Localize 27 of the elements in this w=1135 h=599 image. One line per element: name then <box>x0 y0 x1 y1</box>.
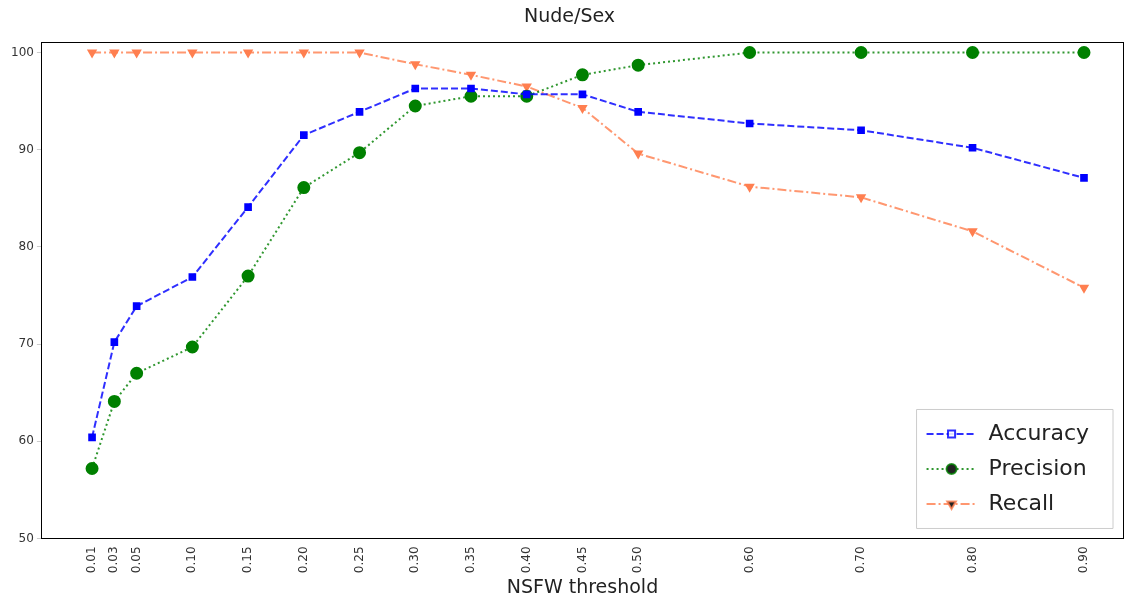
y-tick-label: 70 <box>18 336 34 351</box>
x-tick-label: 0.45 <box>574 546 589 574</box>
x-tick-label: 0.25 <box>351 546 366 574</box>
x-tick-label: 0.60 <box>741 546 756 574</box>
x-tick-label: 0.35 <box>463 546 478 574</box>
x-tick-label: 0.10 <box>184 546 199 574</box>
y-tick-label: 50 <box>18 530 34 545</box>
x-tick-label: 0.30 <box>407 546 422 574</box>
x-tick-label: 0.80 <box>964 546 979 574</box>
y-tick-label: 60 <box>18 433 34 448</box>
x-tick-label: 0.20 <box>295 546 310 574</box>
x-tick-label: 0.01 <box>84 546 99 574</box>
x-tick-label: 0.50 <box>630 546 645 574</box>
chart-title: Nude/Sex <box>523 4 616 27</box>
x-tick-label: 0.70 <box>853 546 868 574</box>
x-tick-label: 0.40 <box>518 546 533 574</box>
x-tick-label: 0.03 <box>106 546 121 574</box>
legend-label: Accuracy <box>988 419 1090 445</box>
y-tick-label: 100 <box>11 44 34 59</box>
x-tick-label: 0.05 <box>128 546 143 574</box>
x-tick-label: 0.90 <box>1076 546 1091 574</box>
y-tick-label: 90 <box>18 141 34 156</box>
legend-label: Recall <box>988 489 1055 515</box>
x-tick-label: 0.15 <box>240 546 255 574</box>
legend-label: Precision <box>988 454 1087 480</box>
y-tick-label: 80 <box>18 239 34 254</box>
x-axis-title: NSFW threshold <box>506 574 659 597</box>
